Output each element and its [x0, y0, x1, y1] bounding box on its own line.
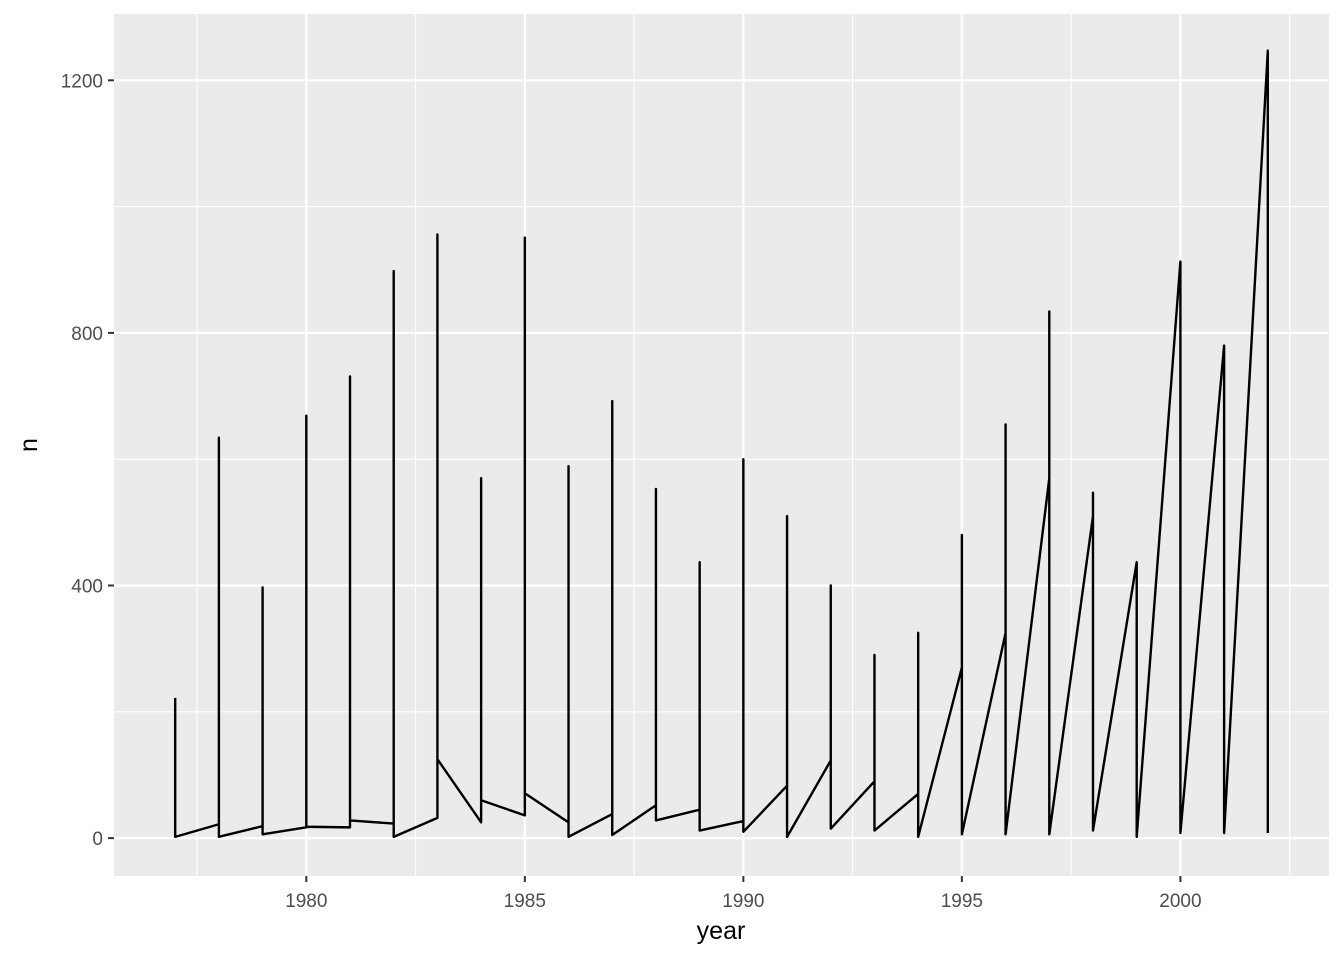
- y-axis: 0 400 800 1200: [61, 71, 114, 850]
- series-layer: [173, 49, 1270, 839]
- x-axis-title: year: [697, 917, 746, 945]
- y-tick-label: 400: [71, 577, 103, 598]
- y-tick-label: 0: [92, 829, 103, 850]
- minor-grid-x: [196, 14, 1291, 876]
- x-tick-label: 2000: [1159, 891, 1201, 912]
- plot-panel: [114, 14, 1329, 876]
- series-line: [173, 49, 1270, 839]
- minor-grid-y: [114, 206, 1329, 713]
- major-grid-y: [114, 79, 1329, 840]
- x-tick-label: 1980: [285, 891, 327, 912]
- x-tick-label: 1990: [722, 891, 764, 912]
- x-tick-label: 1995: [941, 891, 983, 912]
- x-axis: 1980 1985 1990 1995 2000: [285, 876, 1202, 912]
- x-tick-label: 1985: [504, 891, 546, 912]
- y-tick-label: 1200: [61, 71, 103, 92]
- y-tick-label: 800: [71, 324, 103, 345]
- y-axis-title: n: [15, 438, 43, 452]
